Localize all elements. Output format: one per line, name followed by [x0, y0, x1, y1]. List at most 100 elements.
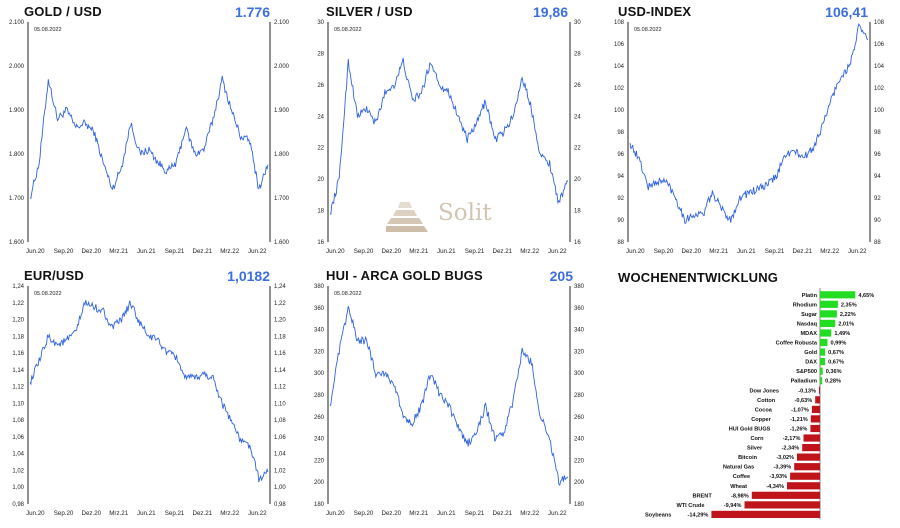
- value-label: 0,36%: [826, 369, 842, 375]
- x-tick-label: Jun.20: [26, 510, 45, 517]
- bar: [820, 367, 823, 375]
- y-tick-label-left: 98: [617, 130, 624, 136]
- bar: [820, 338, 828, 347]
- x-tick-label: Dez.20: [682, 248, 702, 255]
- value-label: -3,02%: [776, 455, 794, 461]
- y-tick-label-right: 1.600: [274, 240, 290, 246]
- y-tick-label-left: 1.900: [9, 108, 25, 114]
- chart-title: HUI - ARCA GOLD BUGS: [326, 268, 483, 283]
- date-label: 05.08.2022: [634, 27, 662, 33]
- value-label: 2,01%: [838, 321, 854, 327]
- category-label: S&P500: [796, 369, 817, 375]
- bar: [820, 300, 838, 308]
- y-tick-label-left: 200: [314, 480, 325, 486]
- category-label: Gold: [804, 350, 817, 356]
- value-label: -1,07%: [791, 407, 809, 413]
- y-tick-label-left: 240: [314, 437, 325, 443]
- y-tick-label-left: 90: [617, 218, 624, 224]
- pyramid-icon: [382, 202, 428, 232]
- x-tick-label: Dez.20: [382, 510, 402, 517]
- price-line: [29, 300, 269, 483]
- date-label: 05.08.2022: [334, 291, 362, 297]
- x-tick-label: Dez.20: [82, 248, 102, 255]
- bar: [820, 377, 823, 385]
- category-label: Corn: [750, 436, 764, 442]
- y-tick-label-left: 92: [617, 196, 624, 202]
- y-tick-label-right: 100: [874, 108, 885, 114]
- bar: [810, 415, 820, 423]
- category-label: Wheat: [730, 484, 747, 490]
- price-line: [329, 57, 569, 215]
- y-tick-label-right: 200: [574, 480, 585, 486]
- category-label: Copper: [751, 417, 771, 423]
- value-label: 2,35%: [841, 302, 857, 308]
- y-tick-label-left: 220: [314, 458, 325, 464]
- y-tick-label-left: 2.000: [9, 64, 25, 70]
- y-tick-label-right: 1,00: [274, 485, 286, 491]
- date-label: 05.08.2022: [334, 27, 362, 33]
- y-tick-label-right: 380: [574, 284, 585, 290]
- value-label: -2,17%: [783, 436, 801, 442]
- bar: [790, 472, 820, 480]
- x-tick-label: Dez.21: [193, 510, 213, 517]
- bar: [820, 291, 856, 299]
- x-tick-label: Jun.22: [548, 510, 567, 517]
- y-tick-label-right: 18: [574, 209, 581, 215]
- weekly-performance-panel: WOCHENENTWICKLUNG Platin 4,65% Rhodium 2,35…: [600, 268, 900, 528]
- y-tick-label-right: 1,02: [274, 468, 286, 474]
- y-tick-label-right: 16: [574, 240, 581, 246]
- bar: [803, 434, 820, 442]
- y-tick-label-left: 1,00: [12, 485, 24, 491]
- y-tick-label-left: 102: [614, 86, 625, 92]
- y-tick-label-left: 0,98: [12, 502, 24, 508]
- bar: [820, 329, 832, 337]
- y-tick-label-right: 340: [574, 328, 585, 334]
- x-tick-label: Sep.21: [165, 248, 185, 255]
- y-tick-label-right: 1,24: [274, 284, 286, 290]
- x-tick-label: Mrz.21: [409, 248, 428, 255]
- y-tick-label-left: 320: [314, 349, 325, 355]
- bar: [820, 310, 837, 318]
- y-tick-label-right: 2.100: [274, 20, 290, 26]
- price-line: [329, 306, 569, 487]
- y-tick-label-right: 1,04: [274, 452, 286, 458]
- y-tick-label-right: 108: [874, 20, 885, 26]
- y-tick-label-left: 2.100: [9, 20, 25, 26]
- x-tick-label: Jun.22: [248, 248, 267, 255]
- y-tick-label-left: 28: [317, 51, 324, 57]
- x-tick-label: Sep.20: [54, 510, 74, 517]
- x-tick-label: Sep.20: [354, 248, 374, 255]
- y-tick-label-left: 1.800: [9, 152, 25, 158]
- y-tick-label-left: 24: [317, 114, 324, 120]
- bar: [751, 491, 820, 499]
- category-label: HUI Gold BUGS: [729, 426, 771, 432]
- x-tick-label: Sep.21: [465, 510, 485, 517]
- bar: [820, 358, 826, 366]
- bar: [787, 482, 820, 490]
- category-label: DAX: [805, 360, 817, 366]
- value-label: -8,98%: [731, 493, 749, 499]
- x-tick-label: Mrz.21: [109, 510, 128, 517]
- y-tick-label-right: 94: [874, 174, 881, 180]
- y-tick-label-right: 24: [574, 114, 581, 120]
- x-tick-label: Sep.20: [354, 510, 374, 517]
- y-tick-label-right: 104: [874, 64, 885, 70]
- category-label: BRENT: [692, 493, 712, 499]
- current-value: 19,86: [532, 4, 568, 20]
- category-label: Coffee Robusta: [776, 341, 818, 347]
- category-label: Palladium: [791, 379, 817, 385]
- bar: [744, 501, 820, 509]
- x-tick-label: Jun.20: [626, 248, 645, 255]
- category-label: MDAX: [801, 331, 818, 337]
- value-label: -4,34%: [766, 484, 784, 490]
- current-value: 1,0182: [227, 268, 270, 284]
- y-tick-label-right: 1,12: [274, 385, 286, 391]
- x-tick-label: Jun.21: [137, 248, 156, 255]
- y-tick-label-left: 1,20: [12, 318, 24, 324]
- x-tick-label: Jun.22: [248, 510, 267, 517]
- value-label: 4,65%: [858, 293, 874, 299]
- x-tick-label: Mrz.22: [520, 248, 539, 255]
- chart-title: SILVER / USD: [326, 4, 413, 19]
- chart-title: USD-INDEX: [618, 4, 692, 19]
- y-tick-label-left: 96: [617, 152, 624, 158]
